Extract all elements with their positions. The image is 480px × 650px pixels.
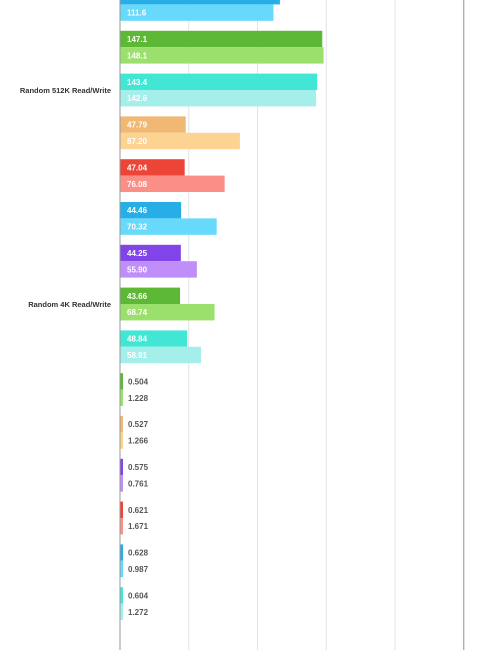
category-label: Random 512K Read/Write [20, 86, 111, 95]
bar [120, 218, 217, 235]
bar [120, 30, 323, 48]
bar [120, 373, 123, 390]
bar [120, 116, 186, 133]
value-label: 76.08 [127, 180, 148, 189]
value-label: 68.74 [127, 308, 148, 317]
bar [120, 261, 197, 278]
value-label: 1.228 [128, 394, 149, 403]
value-label: 48.84 [127, 335, 148, 344]
bars-layer [120, 0, 324, 620]
value-label: 147.1 [127, 35, 148, 44]
bar [120, 501, 123, 518]
value-label: 0.504 [128, 377, 149, 386]
value-label: 47.04 [127, 163, 148, 172]
value-label: 111.6 [127, 9, 147, 18]
bar [120, 389, 123, 406]
value-label: 0.761 [128, 479, 149, 488]
value-label: 44.25 [127, 249, 148, 258]
value-label: 43.66 [127, 292, 148, 301]
value-label: 142.6 [127, 94, 148, 103]
value-label: 1.266 [128, 437, 149, 446]
bar [120, 132, 240, 150]
value-label: 0.628 [128, 549, 149, 558]
bar [120, 287, 181, 304]
bar [120, 475, 123, 492]
value-label: 0.987 [128, 565, 149, 574]
bar [120, 416, 123, 433]
bar [120, 458, 123, 476]
value-label: 0.621 [128, 506, 149, 515]
bar [120, 47, 324, 64]
value-label: 0.604 [128, 591, 149, 600]
bar [120, 202, 182, 219]
bar [120, 0, 280, 5]
bar [120, 587, 123, 604]
value-label: 143.4 [127, 78, 148, 87]
value-label: 44.46 [127, 206, 148, 215]
bar [120, 4, 274, 21]
value-label: 87.20 [127, 137, 148, 146]
value-label: 70.32 [127, 223, 148, 232]
bar [120, 244, 181, 262]
value-label: 1.272 [128, 608, 149, 617]
bar [120, 159, 185, 176]
bar [120, 90, 317, 107]
value-label: 148.1 [127, 51, 148, 60]
bar [120, 518, 123, 535]
bar [120, 175, 225, 192]
category-label: Random 4K Read/Write [28, 300, 111, 309]
bar [120, 73, 318, 90]
bar [120, 346, 202, 364]
grid-lines [188, 0, 465, 650]
bar [120, 432, 123, 449]
bar [120, 544, 123, 561]
value-label: 1.671 [128, 522, 149, 531]
bar [120, 560, 123, 578]
value-label: 0.575 [128, 463, 149, 472]
labels-layer: 111.6 147.1 148.1 143.4 142.6 Random 512K Rea… [20, 9, 149, 617]
value-label: 58.91 [127, 351, 148, 360]
value-label: 55.90 [127, 265, 148, 274]
bar [120, 330, 188, 347]
value-label: 0.527 [128, 420, 149, 429]
bar [120, 304, 215, 321]
value-label: 47.79 [127, 121, 148, 130]
bar [120, 603, 123, 620]
